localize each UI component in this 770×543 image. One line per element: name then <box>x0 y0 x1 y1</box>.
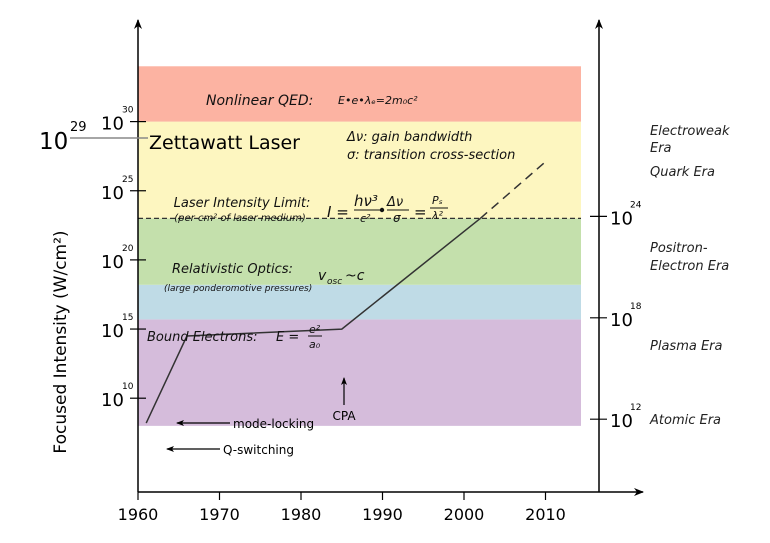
qed-label: Nonlinear QED: <box>206 93 313 109</box>
right-tick-base-24: 10 <box>610 208 633 229</box>
era-electroweak-line2: Era <box>650 141 672 156</box>
intensity-bands <box>138 66 581 426</box>
era-electroweak-line1: Electroweak <box>650 124 730 139</box>
x-tick-label-2010: 2010 <box>525 505 566 524</box>
era-atomic: Atomic Era <box>649 413 721 428</box>
q-switching-label: Q-switching <box>223 443 294 457</box>
era-positron-line2: Electron Era <box>650 259 729 274</box>
y-tick-exp-25: 25 <box>122 175 133 185</box>
right-tick-base-12: 10 <box>610 411 633 432</box>
band-3 <box>138 121 581 219</box>
svg-text:λ²: λ² <box>431 209 444 222</box>
zettawatt-power-exp: 29 <box>70 120 87 135</box>
era-labels: Electroweak Era Quark Era Positron- Elec… <box>649 124 730 428</box>
x-tick-label-1990: 1990 <box>362 505 403 524</box>
mode-locking-label: mode-locking <box>233 417 314 431</box>
axes <box>134 19 644 496</box>
bound-electrons-label: Bound Electrons: <box>147 330 258 345</box>
right-tick-exp-18: 18 <box>630 302 642 312</box>
vosc-formula: v osc ~c <box>318 268 365 287</box>
svg-text:Δν: Δν <box>386 195 403 210</box>
cpa-label: CPA <box>332 409 356 423</box>
band-2 <box>138 218 581 285</box>
y-tick-base-20: 10 <box>101 252 124 273</box>
right-tick-base-18: 10 <box>610 310 633 331</box>
y-tick-base-10: 10 <box>101 390 124 411</box>
series-line-solid-0 <box>145 217 481 424</box>
relativistic-sublabel: (large ponderomotive pressures) <box>164 284 312 294</box>
era-positron-line1: Positron- <box>650 241 708 256</box>
svg-text:c²: c² <box>360 212 371 225</box>
svg-text:a₀: a₀ <box>309 338 321 351</box>
x-tick-label-2000: 2000 <box>444 505 485 524</box>
vosc-tail: ~c <box>345 268 365 284</box>
era-plasma: Plasma Era <box>650 339 723 354</box>
vosc-subscript: osc <box>327 277 342 287</box>
bound-formula-prefix: E = <box>276 330 299 345</box>
right-tick-exp-12: 12 <box>630 403 641 413</box>
y-tick-base-15: 10 <box>101 321 124 342</box>
svg-text:Pₛ: Pₛ <box>432 194 443 207</box>
laser-limit-formula: I = hν³ c² Δν σ = Pₛ λ² <box>327 192 448 225</box>
relativistic-label: Relativistic Optics: <box>172 262 293 277</box>
svg-text:=: = <box>414 203 427 221</box>
y-tick-base-30: 10 <box>101 114 124 135</box>
band-4 <box>138 66 581 122</box>
svg-text:hν³: hν³ <box>354 192 378 210</box>
cross-section-note: σ: transition cross-section <box>347 148 515 163</box>
zettawatt-power-base: 10 <box>39 129 68 155</box>
y-tick-exp-15: 15 <box>122 313 133 323</box>
gain-bandwidth-note: Δν: gain bandwidth <box>346 130 472 145</box>
zettawatt-label: Zettawatt Laser <box>149 132 300 154</box>
x-ticks: 1960 1970 1980 1990 2000 2010 <box>118 492 566 524</box>
y-tick-base-25: 10 <box>101 183 124 204</box>
band-0 <box>138 319 581 426</box>
laser-limit-sublabel: (per cm² of laser medium) <box>174 213 306 224</box>
svg-text:σ: σ <box>393 211 401 225</box>
y-tick-exp-30: 30 <box>122 106 134 116</box>
qed-formula: E•e•λₑ=2m₀c² <box>338 94 418 107</box>
right-tick-exp-24: 24 <box>630 200 642 210</box>
svg-text:e²: e² <box>309 323 321 336</box>
era-quark: Quark Era <box>650 165 715 180</box>
svg-text:I =: I = <box>327 203 349 221</box>
y-axis-label: Focused Intensity (W/cm²) <box>51 230 71 453</box>
x-tick-label-1970: 1970 <box>199 505 240 524</box>
bound-electrons-formula: E = e² a₀ <box>276 323 322 351</box>
series <box>145 161 546 424</box>
y-tick-exp-10: 10 <box>122 382 134 392</box>
vosc-symbol: v <box>318 268 327 284</box>
laser-limit-label: Laser Intensity Limit: <box>174 196 311 211</box>
zettawatt-marker: 10 29 Zettawatt Laser <box>39 120 300 155</box>
x-tick-label-1960: 1960 <box>118 505 159 524</box>
y-tick-exp-20: 20 <box>122 244 134 254</box>
x-tick-label-1980: 1980 <box>281 505 322 524</box>
band-1 <box>138 284 581 320</box>
